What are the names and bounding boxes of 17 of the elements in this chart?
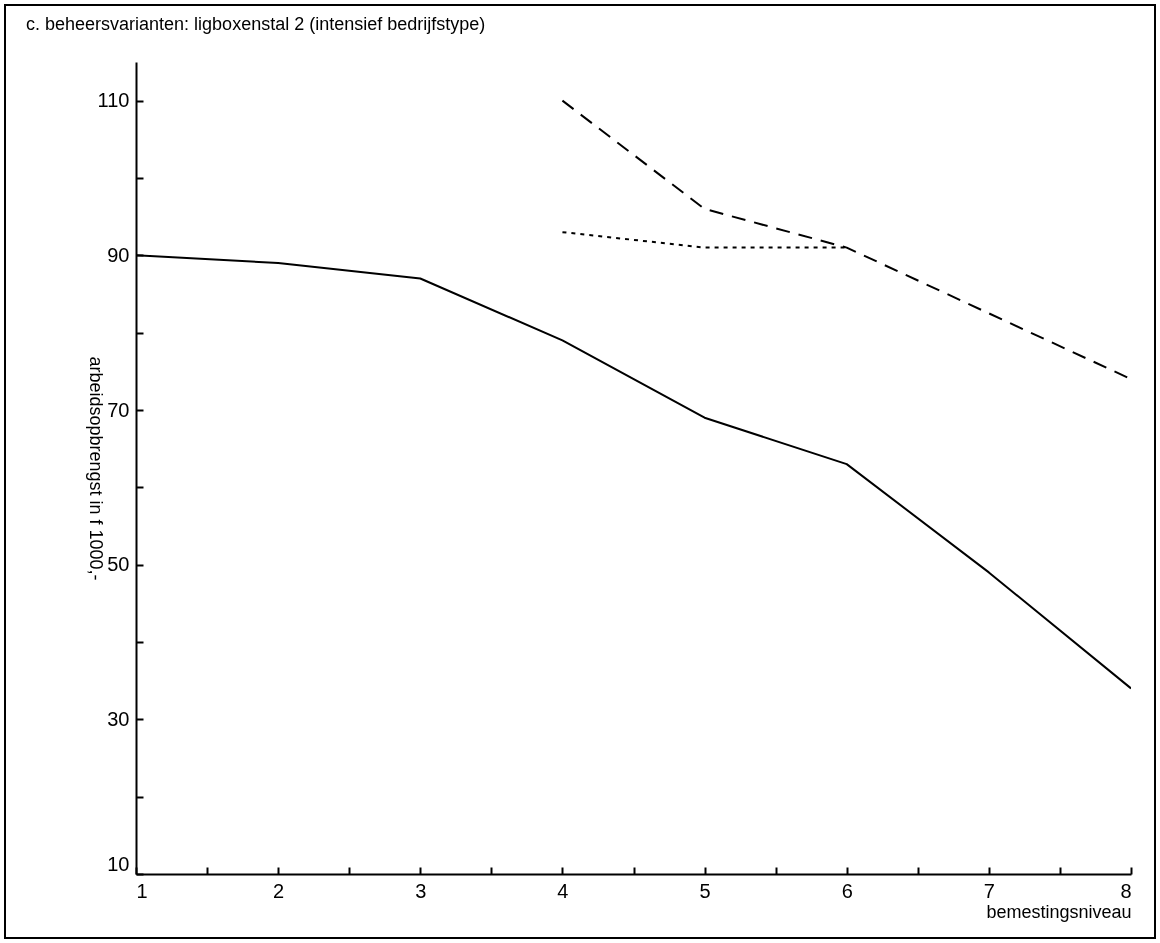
x-axis-title: bemestingsniveau: [986, 901, 1132, 922]
y-tick-label: 110: [97, 89, 130, 112]
y-tick-label: 90: [107, 243, 130, 266]
y-tick-label: 30: [107, 707, 130, 730]
y-tick-label: 70: [107, 398, 130, 421]
x-tick-label: 1: [136, 879, 148, 902]
chart-title: c. beheersvarianten: ligboxenstal 2 (intensief bedrijfstype): [26, 14, 486, 34]
x-tick-label: 5: [699, 879, 711, 902]
x-tick-label: 8: [1120, 879, 1132, 902]
x-tick-label: 7: [983, 879, 995, 902]
x-tick-label: 4: [557, 879, 569, 902]
x-tick-label: 2: [273, 879, 285, 902]
x-tick-label: 3: [415, 879, 427, 902]
y-tick-label: 50: [107, 553, 130, 576]
x-tick-label: 6: [841, 879, 853, 902]
y-tick-label: 10: [107, 852, 130, 875]
y-axis-title: arbeidsopbrengst in f 1000,-: [85, 356, 106, 581]
